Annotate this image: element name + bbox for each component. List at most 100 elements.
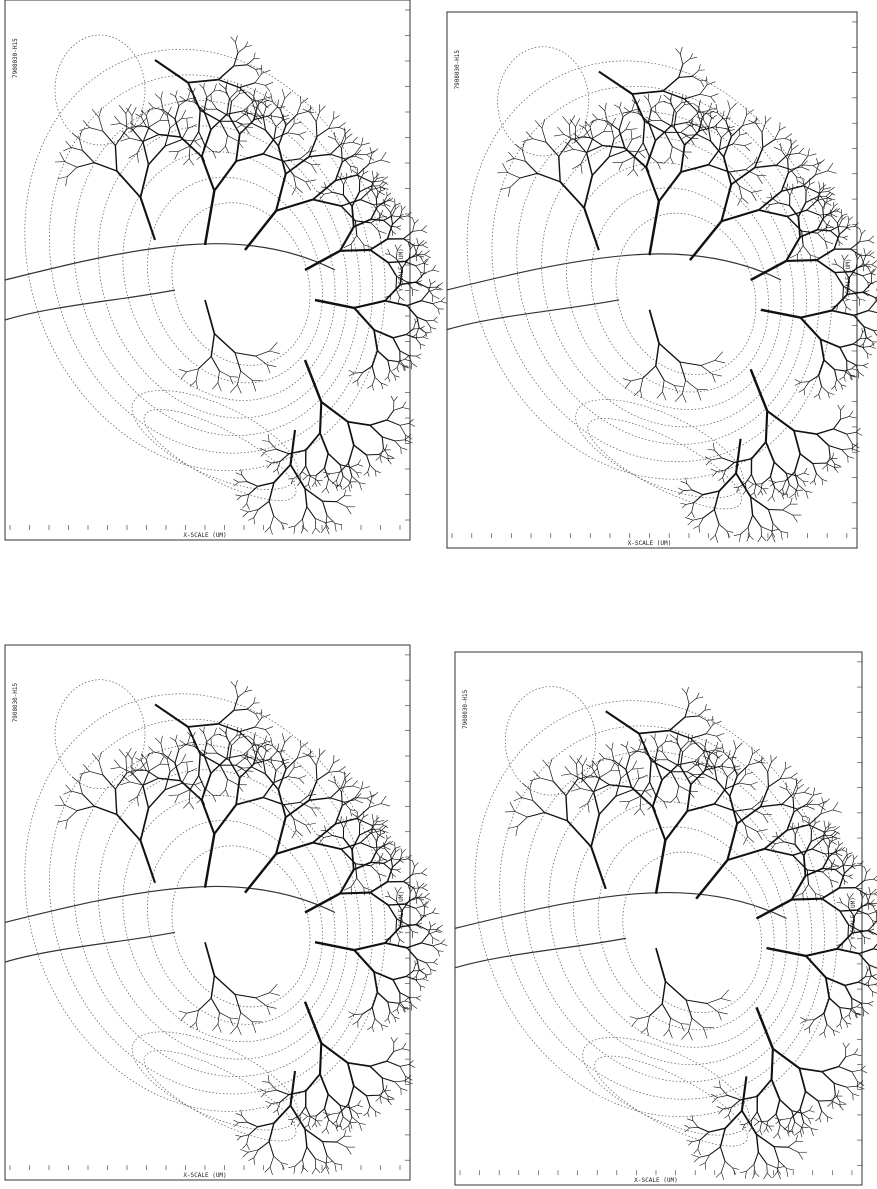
dendrite bbox=[530, 781, 532, 789]
dendrite bbox=[297, 748, 301, 759]
dendrite bbox=[324, 192, 333, 194]
dendrite bbox=[236, 134, 240, 161]
dendrite bbox=[308, 484, 310, 489]
dendrite bbox=[745, 773, 753, 775]
dendrite bbox=[675, 394, 682, 402]
dendrite bbox=[675, 386, 683, 387]
dendrite bbox=[754, 162, 762, 163]
dendrite bbox=[141, 761, 146, 770]
dendrite bbox=[649, 1004, 662, 1016]
dendrite bbox=[809, 884, 816, 893]
dendrite bbox=[376, 197, 377, 207]
dendrite bbox=[175, 750, 179, 763]
dendrite bbox=[340, 893, 370, 894]
dendrite bbox=[196, 369, 199, 381]
dendrite bbox=[393, 217, 401, 224]
dendrite bbox=[852, 865, 860, 866]
dendrite bbox=[799, 153, 807, 155]
dendrite bbox=[759, 210, 788, 216]
dendrite bbox=[847, 1086, 857, 1087]
dendrite bbox=[822, 479, 827, 481]
dendrite bbox=[651, 761, 671, 772]
dendrite bbox=[426, 321, 430, 328]
dendrite bbox=[698, 710, 704, 716]
dendrite bbox=[374, 330, 377, 351]
dendrite bbox=[416, 338, 421, 344]
dendrite bbox=[685, 704, 689, 717]
dendrite bbox=[809, 375, 819, 381]
dendrite bbox=[680, 362, 701, 365]
dendrite bbox=[256, 68, 263, 69]
dendrite bbox=[665, 811, 687, 840]
dendrite bbox=[649, 310, 659, 343]
dendrite bbox=[751, 474, 756, 484]
dendrite bbox=[431, 281, 436, 285]
dendrite bbox=[773, 1133, 778, 1138]
dendrite bbox=[825, 241, 833, 244]
dendrite bbox=[420, 986, 421, 991]
dendrite bbox=[857, 1003, 861, 1006]
dendrite bbox=[388, 370, 390, 377]
dendrite bbox=[817, 260, 835, 273]
dendrite bbox=[236, 1113, 242, 1115]
dendrite bbox=[709, 1128, 725, 1132]
dendrite bbox=[712, 472, 716, 477]
dendrite bbox=[391, 856, 393, 868]
dendrite bbox=[66, 785, 72, 791]
dendrite bbox=[421, 292, 428, 301]
dendrite bbox=[415, 960, 416, 964]
dendrite bbox=[808, 148, 810, 156]
dendrite bbox=[357, 473, 360, 478]
dendrite bbox=[729, 170, 745, 172]
dendrite bbox=[783, 510, 793, 515]
dendrite bbox=[235, 42, 238, 53]
dendrite bbox=[780, 769, 785, 778]
dendrite bbox=[391, 396, 394, 401]
dendrite bbox=[844, 866, 852, 873]
dendrite bbox=[734, 740, 737, 749]
dendrite bbox=[786, 237, 800, 261]
x-axis-label: X-SCALE (UM) bbox=[183, 1172, 226, 1179]
dendrite bbox=[699, 64, 701, 70]
dendrite bbox=[348, 445, 353, 463]
dendrite bbox=[376, 471, 377, 477]
dendrite bbox=[340, 1117, 343, 1125]
dendrite bbox=[737, 198, 741, 206]
dendrite bbox=[715, 360, 725, 363]
dendrite bbox=[340, 250, 370, 251]
dendrite bbox=[678, 488, 683, 491]
dendrite bbox=[412, 363, 417, 367]
dendrite bbox=[781, 531, 782, 539]
contour bbox=[570, 802, 803, 1054]
dendrite bbox=[842, 214, 848, 216]
dendrite bbox=[258, 483, 274, 487]
dendrite bbox=[355, 221, 356, 236]
dendrite bbox=[179, 146, 191, 152]
dendrite bbox=[306, 466, 311, 476]
dendrite bbox=[179, 1011, 187, 1013]
dendrite bbox=[859, 949, 873, 954]
dendrite bbox=[141, 165, 149, 198]
dendrite bbox=[851, 863, 856, 866]
dendrite bbox=[288, 777, 299, 779]
dendrite bbox=[542, 119, 545, 128]
dendrite bbox=[117, 171, 141, 197]
dendrite bbox=[392, 852, 395, 859]
dendrite bbox=[717, 733, 725, 736]
dendrite bbox=[205, 942, 214, 975]
dendrite bbox=[766, 411, 767, 442]
dendrite bbox=[394, 408, 403, 411]
dendrite bbox=[832, 216, 838, 223]
dendrite bbox=[835, 379, 837, 386]
dendrite bbox=[782, 1118, 792, 1120]
dendrite bbox=[752, 749, 759, 754]
dendrite bbox=[276, 174, 286, 211]
dendrite bbox=[265, 101, 266, 107]
dendrite bbox=[438, 951, 439, 957]
dendrite bbox=[839, 1105, 843, 1110]
dendrite bbox=[800, 1131, 802, 1137]
dendrite bbox=[119, 105, 126, 113]
dendrite bbox=[849, 876, 853, 879]
dendrite bbox=[425, 893, 430, 897]
dendrite bbox=[807, 210, 820, 215]
